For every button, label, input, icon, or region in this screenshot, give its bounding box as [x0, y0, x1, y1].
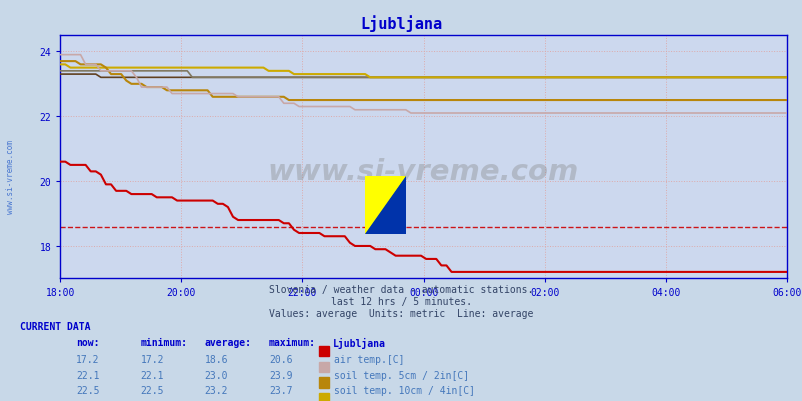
Bar	[318, 393, 329, 401]
Text: soil temp. 10cm / 4in[C]: soil temp. 10cm / 4in[C]	[334, 385, 475, 395]
Text: 22.5: 22.5	[140, 385, 164, 395]
Text: 23.2: 23.2	[205, 385, 228, 395]
Text: 22.1: 22.1	[140, 370, 164, 380]
Text: www.si-vreme.com: www.si-vreme.com	[268, 158, 578, 186]
Text: now:: now:	[76, 337, 99, 347]
Text: Values: average  Units: metric  Line: average: Values: average Units: metric Line: aver…	[269, 308, 533, 318]
Bar	[318, 346, 329, 356]
Text: 17.2: 17.2	[140, 354, 164, 364]
Text: CURRENT DATA: CURRENT DATA	[20, 321, 91, 331]
Polygon shape	[365, 176, 405, 235]
Text: 22.1: 22.1	[76, 370, 99, 380]
Text: Ljubljana: Ljubljana	[360, 15, 442, 32]
Text: 17.2: 17.2	[76, 354, 99, 364]
Text: last 12 hrs / 5 minutes.: last 12 hrs / 5 minutes.	[330, 296, 472, 306]
Bar	[318, 362, 329, 372]
Text: 18.6: 18.6	[205, 354, 228, 364]
Text: 23.9: 23.9	[269, 370, 292, 380]
Text: air temp.[C]: air temp.[C]	[334, 354, 404, 364]
Text: Slovenia / weather data - automatic stations.: Slovenia / weather data - automatic stat…	[269, 284, 533, 294]
Text: maximum:: maximum:	[269, 337, 316, 347]
Bar	[318, 377, 329, 388]
Polygon shape	[365, 176, 405, 235]
Text: minimum:: minimum:	[140, 337, 188, 347]
Text: 23.7: 23.7	[269, 385, 292, 395]
Text: Ljubljana: Ljubljana	[333, 337, 386, 348]
Text: 20.6: 20.6	[269, 354, 292, 364]
Text: 23.0: 23.0	[205, 370, 228, 380]
Text: average:: average:	[205, 337, 252, 347]
Text: 22.5: 22.5	[76, 385, 99, 395]
Text: soil temp. 5cm / 2in[C]: soil temp. 5cm / 2in[C]	[334, 370, 468, 380]
Text: www.si-vreme.com: www.si-vreme.com	[6, 140, 15, 213]
